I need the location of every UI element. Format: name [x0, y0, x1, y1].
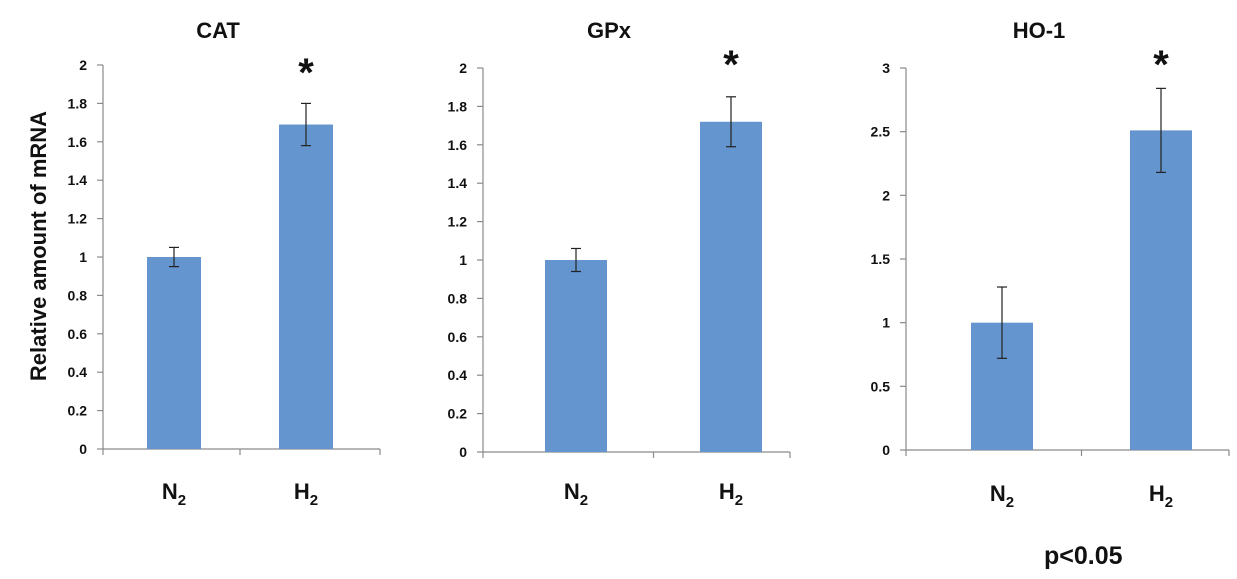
- y-tick-label: 0.2: [68, 403, 88, 419]
- x-category-label: H2: [1149, 481, 1173, 511]
- bar-h2: [1130, 130, 1192, 451]
- y-tick-label: 0.4: [448, 367, 468, 383]
- y-tick-label: 0.8: [448, 290, 468, 306]
- category-label-subscript: 2: [580, 492, 588, 509]
- y-tick-label: 0.8: [68, 287, 88, 303]
- significance-asterisk: *: [298, 51, 314, 95]
- category-label-subscript: 2: [1165, 494, 1173, 511]
- y-axis-label: Relative amount of mRNA: [26, 111, 51, 381]
- category-label-base: N: [162, 479, 178, 504]
- y-tick-label: 2: [79, 57, 87, 73]
- panel-title: HO-1: [1013, 18, 1066, 43]
- y-tick-label: 0.5: [871, 378, 891, 394]
- y-tick-label: 0.4: [68, 364, 88, 380]
- category-label-base: N: [990, 481, 1006, 506]
- bar-h2: [700, 121, 762, 452]
- y-tick-label: 1.5: [871, 251, 891, 267]
- bar-n2: [147, 257, 201, 449]
- y-tick-label: 1: [79, 249, 87, 265]
- category-label-base: H: [294, 479, 310, 504]
- y-tick-label: 3: [882, 60, 890, 76]
- category-label-base: H: [719, 479, 735, 504]
- bar-n2: [545, 260, 607, 452]
- y-tick-label: 1.6: [68, 134, 88, 150]
- x-category-label: H2: [719, 479, 743, 509]
- y-tick-label: 1.2: [68, 211, 88, 227]
- y-tick-label: 1: [459, 252, 467, 268]
- y-tick-label: 0.2: [448, 406, 468, 422]
- y-tick-label: 1.4: [448, 175, 468, 191]
- y-tick-label: 0.6: [448, 329, 468, 345]
- y-tick-label: 1.4: [68, 172, 88, 188]
- y-tick-label: 1.6: [448, 137, 468, 153]
- y-tick-label: 2: [882, 187, 890, 203]
- x-category-label: H2: [294, 479, 318, 509]
- category-label-subscript: 2: [178, 492, 186, 509]
- panel-title: CAT: [196, 18, 240, 43]
- category-label-subscript: 2: [1006, 494, 1014, 511]
- category-label-subscript: 2: [735, 492, 743, 509]
- panel-title: GPx: [587, 18, 632, 43]
- category-label-base: N: [564, 479, 580, 504]
- y-tick-label: 0: [459, 444, 467, 460]
- category-label-base: H: [1149, 481, 1165, 506]
- category-label-subscript: 2: [310, 492, 318, 509]
- y-tick-label: 1.2: [448, 214, 468, 230]
- x-category-label: N2: [564, 479, 588, 509]
- x-category-label: N2: [990, 481, 1014, 511]
- y-tick-label: 1.8: [448, 98, 468, 114]
- significance-asterisk: *: [1153, 43, 1169, 87]
- significance-footnote: p<0.05: [1044, 542, 1123, 570]
- x-category-label: N2: [162, 479, 186, 509]
- y-tick-label: 1: [882, 315, 890, 331]
- y-tick-label: 0: [882, 442, 890, 458]
- significance-asterisk: *: [723, 43, 739, 87]
- y-tick-label: 2: [459, 60, 467, 76]
- y-tick-label: 0.6: [68, 326, 88, 342]
- bar-h2: [279, 124, 333, 450]
- y-tick-label: 0: [79, 441, 87, 457]
- y-tick-label: 1.8: [68, 95, 88, 111]
- y-tick-label: 2.5: [871, 124, 891, 140]
